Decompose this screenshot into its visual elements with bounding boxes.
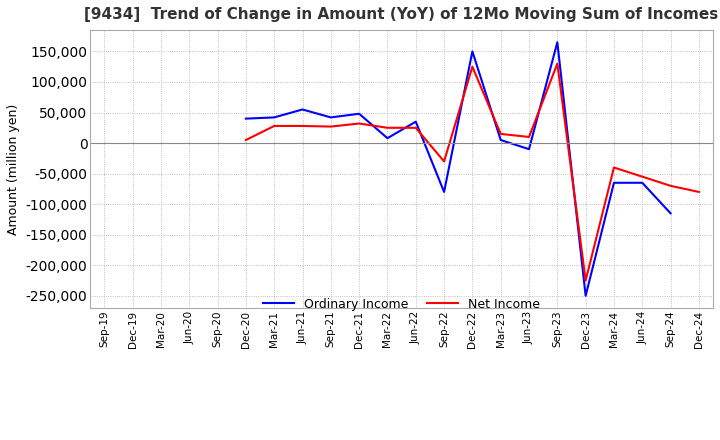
Net Income [298, 123, 307, 128]
Ordinary Income [553, 40, 562, 45]
Net Income [553, 61, 562, 66]
Ordinary Income [383, 136, 392, 141]
Net Income [270, 123, 279, 128]
Ordinary Income [298, 107, 307, 112]
Net Income [581, 278, 590, 283]
Net Income [610, 165, 618, 170]
Ordinary Income [468, 49, 477, 54]
Ordinary Income [525, 147, 534, 152]
Net Income [638, 174, 647, 180]
Legend: Ordinary Income, Net Income: Ordinary Income, Net Income [258, 293, 546, 315]
Line: Net Income: Net Income [246, 64, 699, 281]
Net Income [411, 125, 420, 130]
Net Income [383, 125, 392, 130]
Net Income [496, 131, 505, 136]
Ordinary Income [610, 180, 618, 185]
Ordinary Income [440, 189, 449, 194]
Ordinary Income [326, 115, 335, 120]
Net Income [468, 64, 477, 70]
Title: [9434]  Trend of Change in Amount (YoY) of 12Mo Moving Sum of Incomes: [9434] Trend of Change in Amount (YoY) o… [84, 7, 719, 22]
Ordinary Income [666, 211, 675, 216]
Net Income [326, 124, 335, 129]
Net Income [241, 137, 250, 143]
Ordinary Income [496, 137, 505, 143]
Ordinary Income [355, 111, 364, 117]
Net Income [355, 121, 364, 126]
Ordinary Income [241, 116, 250, 121]
Net Income [695, 189, 703, 194]
Ordinary Income [270, 115, 279, 120]
Ordinary Income [581, 293, 590, 298]
Net Income [666, 183, 675, 188]
Y-axis label: Amount (million yen): Amount (million yen) [7, 103, 20, 235]
Net Income [440, 159, 449, 164]
Line: Ordinary Income: Ordinary Income [246, 42, 670, 296]
Ordinary Income [638, 180, 647, 185]
Net Income [525, 134, 534, 139]
Ordinary Income [411, 119, 420, 125]
